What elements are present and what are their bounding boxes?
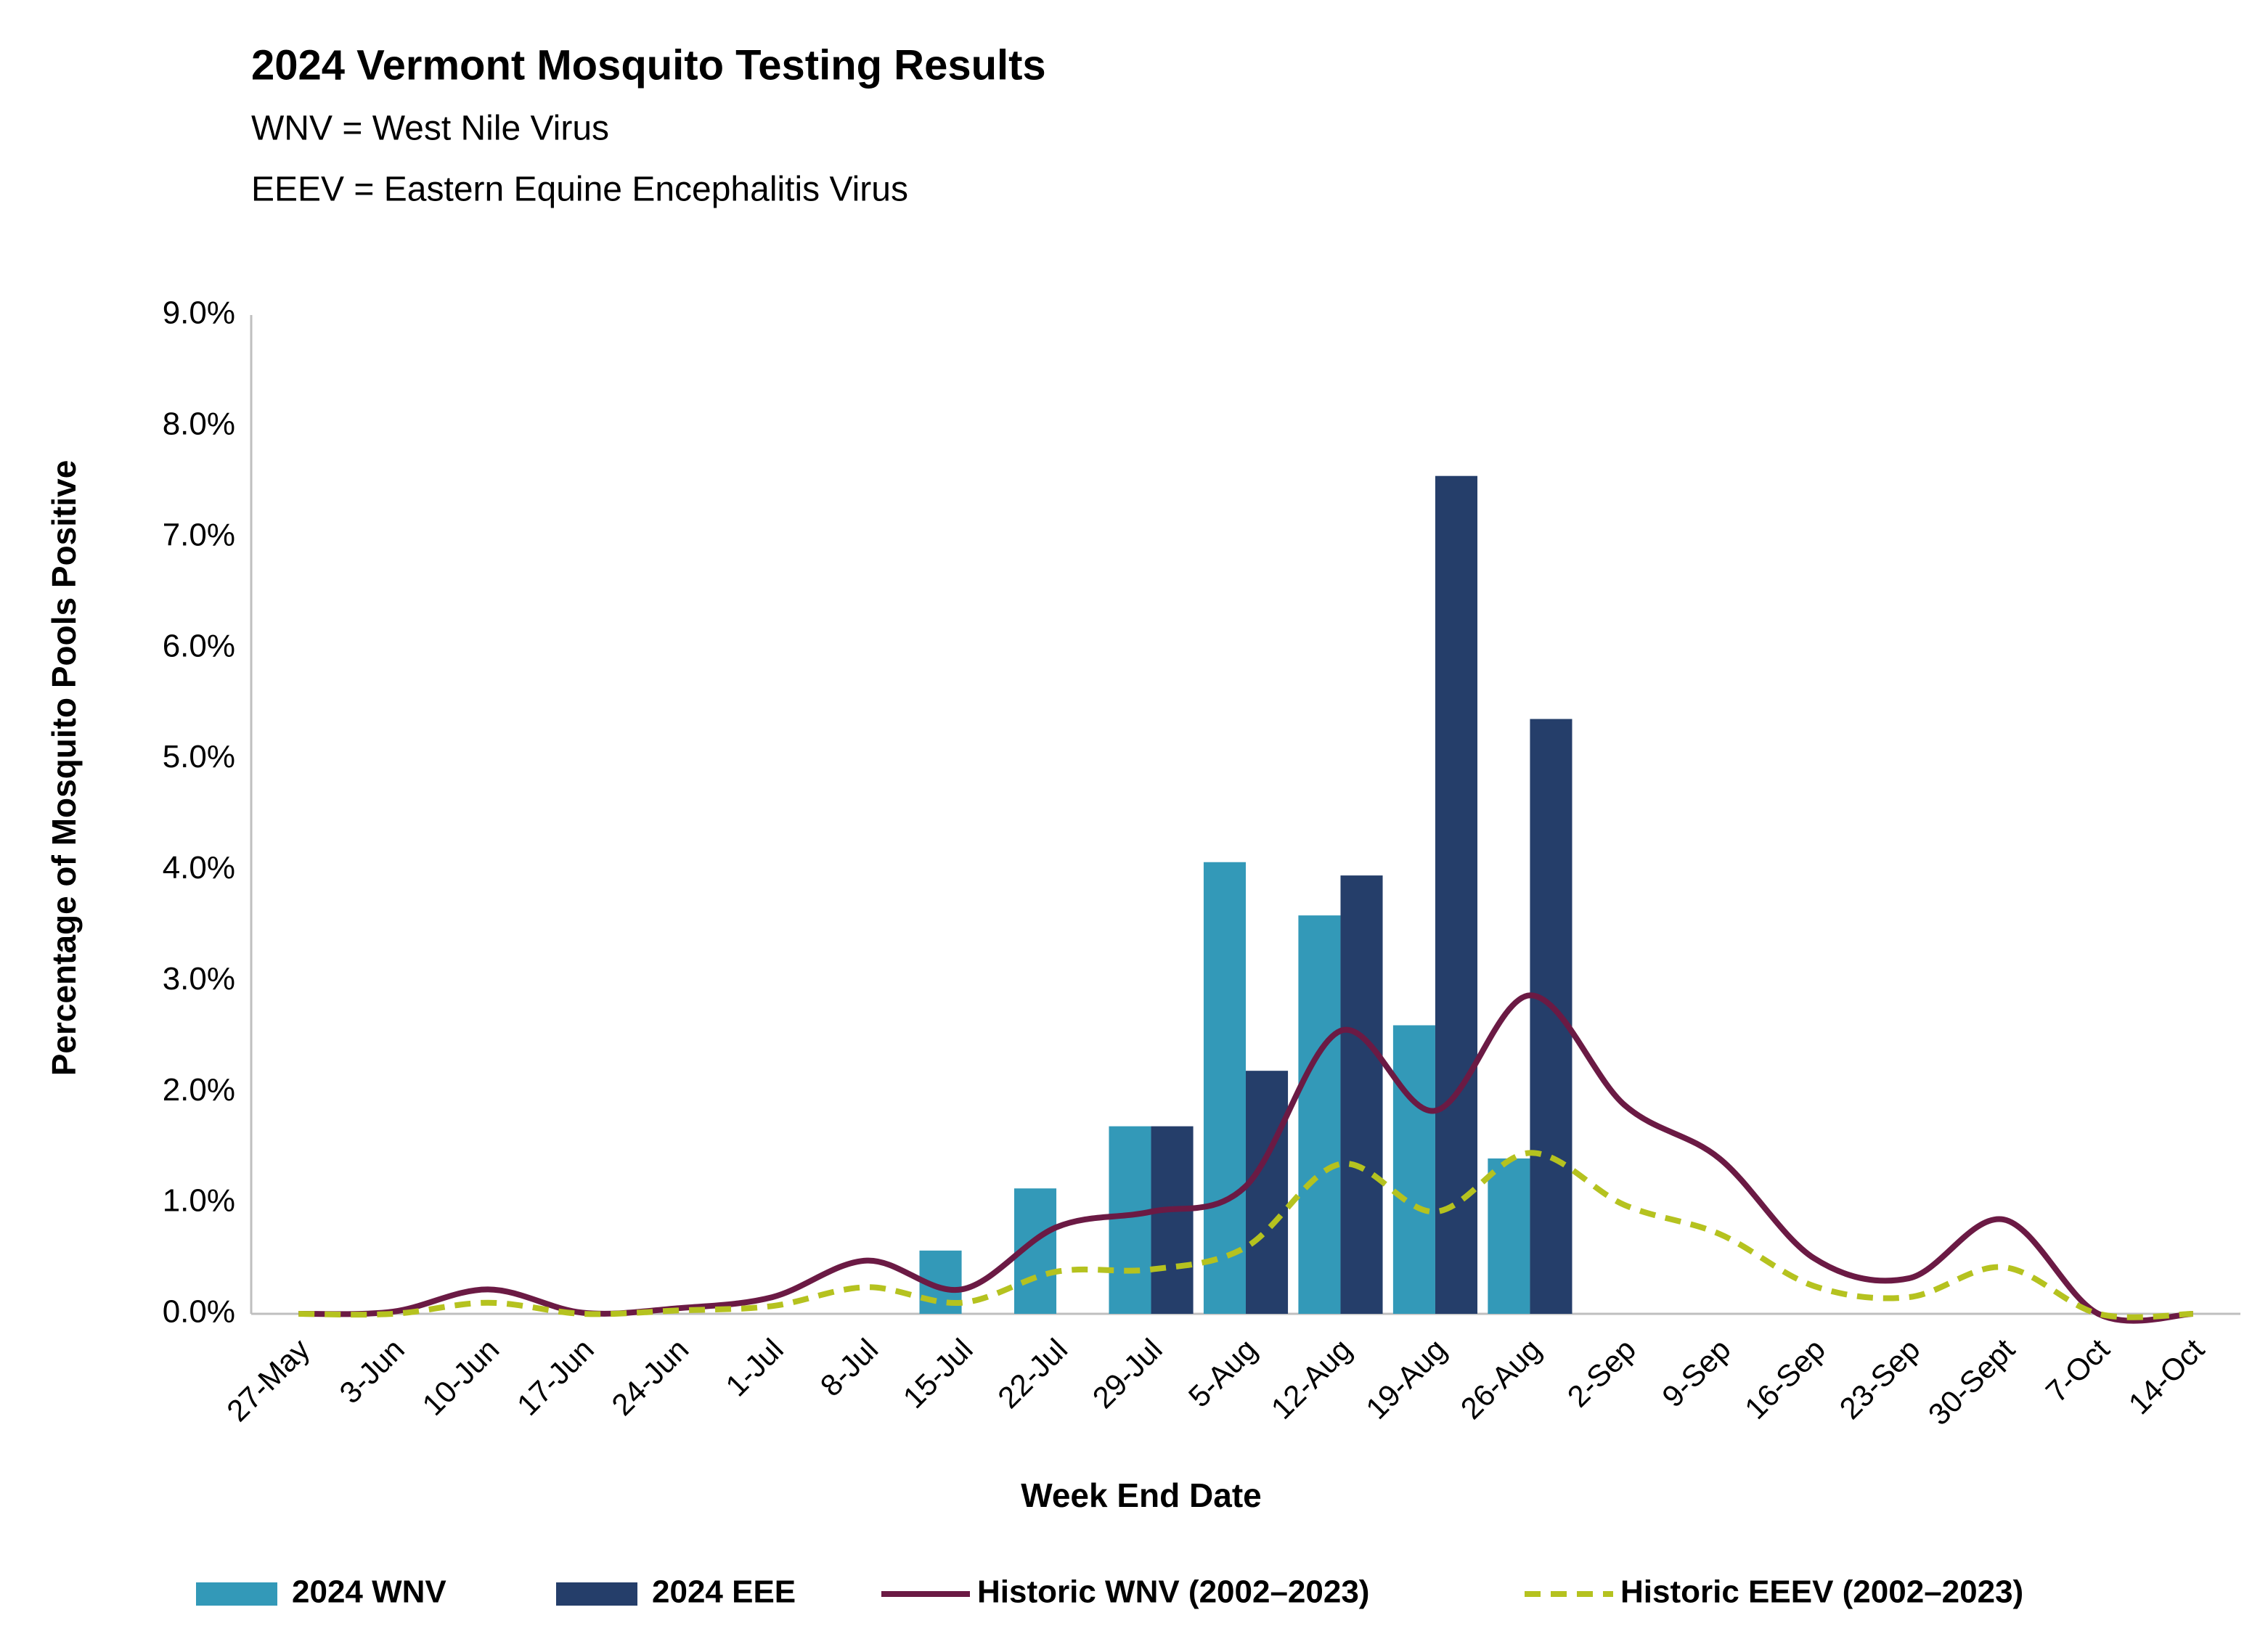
legend-label: Historic EEEV (2002–2023)	[1620, 1574, 2023, 1610]
legend-label: 2024 EEE	[652, 1574, 796, 1610]
legend-swatch	[196, 1582, 277, 1606]
x-tick-label: 23-Sep	[1833, 1332, 1927, 1426]
bar	[1488, 1158, 1530, 1314]
y-tick-label: 8.0%	[163, 406, 235, 442]
x-tick-label: 24-Jun	[605, 1332, 695, 1422]
chart-subtitle: WNV = West Nile Virus	[251, 110, 609, 148]
line	[298, 1150, 2193, 1320]
y-tick-label: 9.0%	[163, 295, 235, 331]
x-tick-label: 22-Jul	[991, 1332, 1074, 1415]
x-tick-label: 17-Jun	[510, 1332, 600, 1422]
x-tick-label: 5-Aug	[1182, 1332, 1263, 1413]
bar	[1246, 1071, 1289, 1314]
legend-label: 2024 WNV	[292, 1574, 446, 1610]
bar	[1530, 719, 1572, 1314]
x-tick-label: 19-Aug	[1359, 1332, 1453, 1426]
x-tick-label: 3-Jun	[333, 1332, 411, 1410]
legend-label: Historic WNV (2002–2023)	[977, 1574, 1369, 1610]
bar	[1435, 475, 1478, 1314]
x-tick-label: 16-Sep	[1738, 1332, 1832, 1426]
bar	[1340, 875, 1383, 1314]
bar	[1392, 1025, 1435, 1314]
x-tick-label: 27-May	[220, 1332, 316, 1428]
x-tick-label: 2-Sep	[1561, 1332, 1642, 1413]
x-tick-label: 8-Jul	[814, 1332, 885, 1403]
x-tick-label: 29-Jul	[1086, 1332, 1169, 1415]
x-tick-label: 1-Jul	[719, 1332, 790, 1403]
x-tick-label: 26-Aug	[1454, 1332, 1548, 1426]
y-tick-label: 0.0%	[163, 1294, 235, 1330]
x-tick-label: 14-Oct	[2122, 1332, 2211, 1421]
x-tick-label: 10-Jun	[415, 1332, 505, 1422]
bar	[1109, 1126, 1151, 1314]
x-tick-label: 12-Aug	[1265, 1332, 1358, 1426]
y-tick-label: 4.0%	[163, 850, 235, 886]
y-tick-label: 3.0%	[163, 961, 235, 997]
bar	[1151, 1126, 1194, 1314]
bar	[1203, 862, 1246, 1314]
y-tick-label: 6.0%	[163, 628, 235, 663]
x-tick-label: 9-Sep	[1655, 1332, 1737, 1413]
chart-subtitle: EEEV = Eastern Equine Encephalitis Virus	[251, 171, 908, 209]
legend-swatch	[556, 1582, 637, 1606]
y-tick-label: 7.0%	[163, 517, 235, 552]
x-axis-title: Week End Date	[1021, 1476, 1261, 1514]
y-tick-label: 2.0%	[163, 1072, 235, 1108]
chart-title: 2024 Vermont Mosquito Testing Results	[251, 41, 1046, 89]
x-tick-label: 15-Jul	[897, 1332, 979, 1415]
x-tick-label: 30-Sept	[1922, 1332, 2021, 1431]
x-tick-label: 7-Oct	[2039, 1332, 2116, 1409]
y-tick-label: 5.0%	[163, 739, 235, 775]
bar	[1298, 915, 1341, 1314]
y-axis-title: Percentage of Mosquito Pools Positive	[45, 460, 83, 1076]
y-tick-label: 1.0%	[163, 1183, 235, 1219]
